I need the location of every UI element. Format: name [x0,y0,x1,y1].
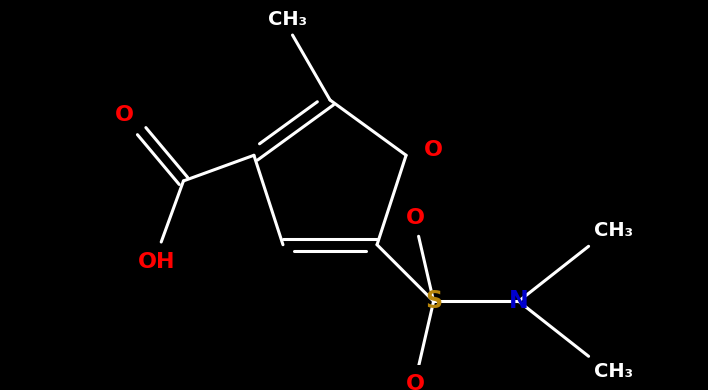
Text: CH₃: CH₃ [593,362,632,381]
Text: N: N [509,289,528,313]
Text: O: O [406,208,425,228]
Text: CH₃: CH₃ [593,221,632,240]
Text: O: O [115,105,134,125]
Text: OH: OH [137,252,175,272]
Text: S: S [425,289,442,313]
Text: O: O [406,374,425,390]
Text: O: O [424,140,443,160]
Text: CH₃: CH₃ [268,10,307,29]
